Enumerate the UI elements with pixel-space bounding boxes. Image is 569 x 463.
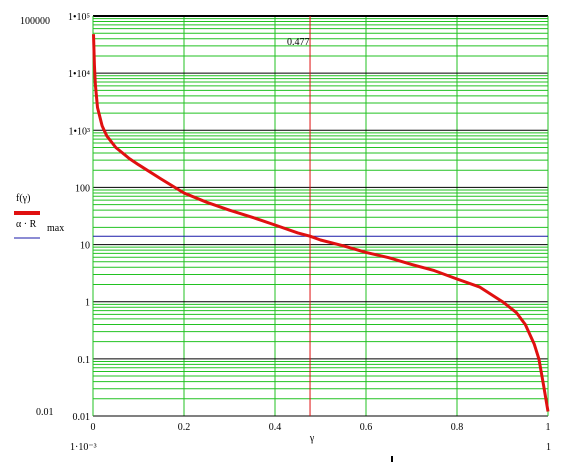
grid [92, 15, 549, 417]
legend-sub-max: max [47, 223, 64, 234]
x-tick-label: 0.8 [451, 422, 464, 433]
annotation-label: 0.477 [287, 37, 310, 48]
y-tick-label: 1 [85, 298, 90, 309]
legend-label-f-gamma: f(γ) [16, 193, 30, 204]
x-range-min-label: 1·10⁻³ [70, 442, 97, 453]
legend-label-alpha-rmax: α · R [16, 219, 37, 230]
y-tick-label: 1•10⁴ [68, 69, 91, 80]
axis-marker [391, 456, 393, 462]
y-tick-label: 1•10³ [69, 126, 91, 137]
legend: f(γ) α · R max [14, 193, 64, 239]
curves [92, 16, 550, 416]
labels: 0.4771•10⁵1•10⁴1•10³1001010.10.011000000… [20, 12, 551, 462]
y-tick-label: 0.1 [78, 355, 91, 366]
y-tick-label: 100 [75, 183, 90, 194]
x-axis-label: γ [309, 433, 315, 444]
x-tick-label: 0.4 [269, 422, 282, 433]
x-range-max-label: 1 [546, 442, 551, 453]
y-range-max-label: 100000 [20, 16, 50, 27]
y-tick-label: 0.01 [73, 412, 91, 423]
y-tick-label: 1•10⁵ [68, 12, 90, 23]
x-tick-label: 0 [91, 422, 96, 433]
x-tick-label: 1 [546, 422, 551, 433]
x-tick-label: 0.6 [360, 422, 373, 433]
y-tick-label: 10 [80, 241, 90, 252]
x-tick-label: 0.2 [178, 422, 191, 433]
f-gamma-curve [92, 34, 550, 412]
y-range-min-label: 0.01 [36, 407, 54, 418]
